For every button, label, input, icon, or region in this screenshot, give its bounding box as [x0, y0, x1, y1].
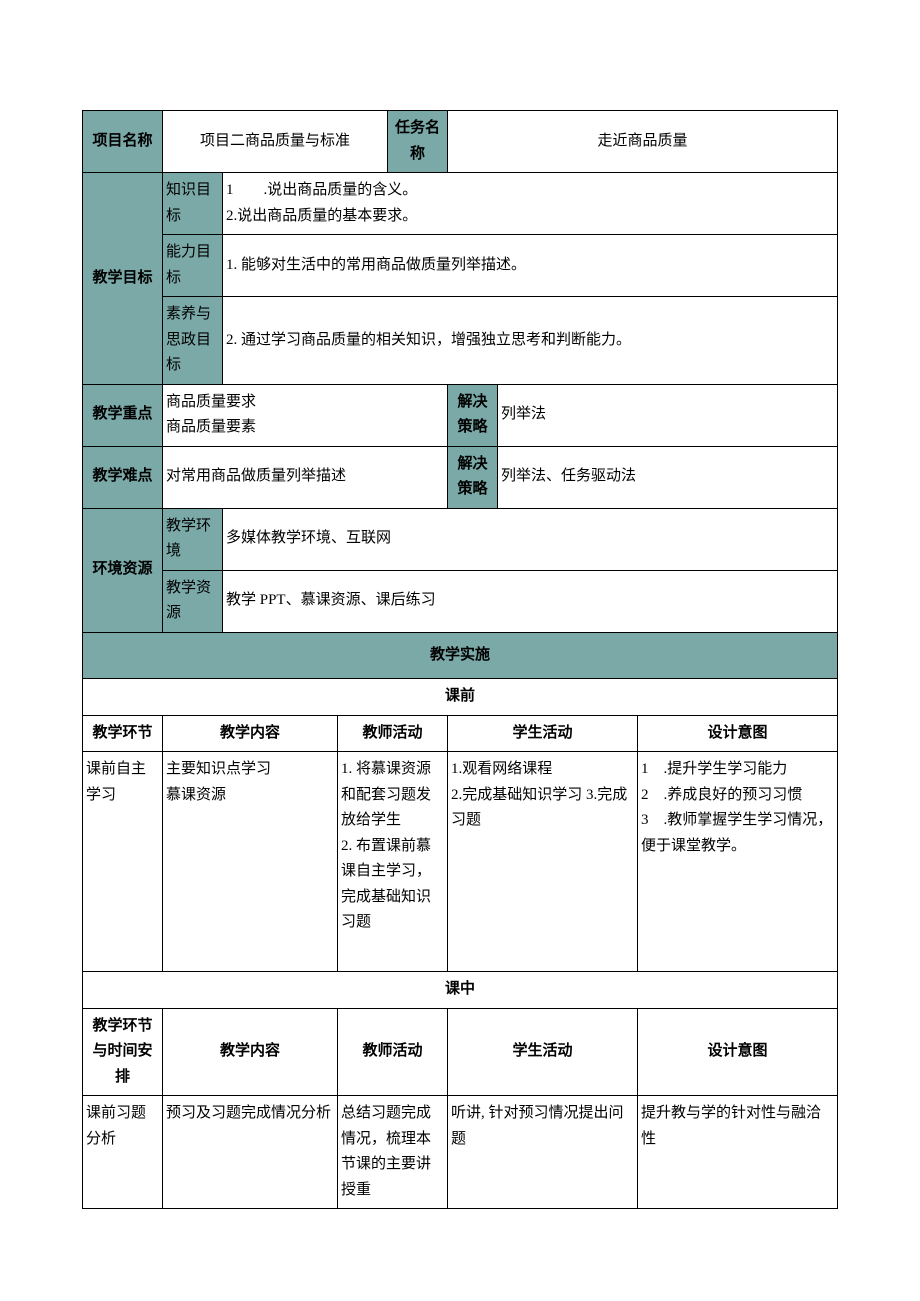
proj-name-label: 项目名称	[83, 111, 163, 173]
inclass-h4: 学生活动	[448, 1008, 638, 1096]
difficulty-strategy-label: 解决策略	[448, 446, 498, 508]
preclass-h3: 教师活动	[338, 715, 448, 752]
preclass-h4: 学生活动	[448, 715, 638, 752]
preclass-h5: 设计意图	[638, 715, 838, 752]
inclass-h5: 设计意图	[638, 1008, 838, 1096]
env-row2-value: 教学 PPT、慕课资源、课后练习	[223, 570, 838, 632]
preclass-title: 课前	[83, 679, 838, 716]
inclass-h2: 教学内容	[163, 1008, 338, 1096]
goals-row1-value: 1 .说出商品质量的含义。2.说出商品质量的基本要求。	[223, 173, 838, 235]
difficulty-value: 对常用商品做质量列举描述	[163, 446, 448, 508]
inclass-h1: 教学环节与时间安排	[83, 1008, 163, 1096]
inclass-c4: 听讲, 针对预习情况提出问题	[448, 1096, 638, 1209]
preclass-c5: 1 .提升学生学习能力2 .养成良好的预习习惯3 .教师掌握学生学习情况，便于课…	[638, 752, 838, 972]
goals-row1-label: 知识目标	[163, 173, 223, 235]
inclass-c2: 预习及习题完成情况分析	[163, 1096, 338, 1209]
lesson-plan-table: 项目名称 项目二商品质量与标准 任务名称 走近商品质量 教学目标 知识目标 1 …	[82, 110, 838, 1209]
goals-label: 教学目标	[83, 173, 163, 385]
difficulty-strategy-value: 列举法、任务驱动法	[498, 446, 838, 508]
env-row1-value: 多媒体教学环境、互联网	[223, 508, 838, 570]
env-row1-label: 教学环境	[163, 508, 223, 570]
difficulty-label: 教学难点	[83, 446, 163, 508]
impl-title: 教学实施	[83, 632, 838, 679]
keypoint-strategy-label: 解决策略	[448, 384, 498, 446]
goals-row2-value: 1. 能够对生活中的常用商品做质量列举描述。	[223, 235, 838, 297]
preclass-c4: 1.观看网络课程2.完成基础知识学习 3.完成习题	[448, 752, 638, 972]
env-label: 环境资源	[83, 508, 163, 632]
inclass-h3: 教师活动	[338, 1008, 448, 1096]
preclass-c2: 主要知识点学习慕课资源	[163, 752, 338, 972]
goals-row3-value: 2. 通过学习商品质量的相关知识，增强独立思考和判断能力。	[223, 297, 838, 385]
inclass-c3: 总结习题完成情况，梳理本节课的主要讲授重	[338, 1096, 448, 1209]
task-name-value: 走近商品质量	[448, 111, 838, 173]
goals-row2-label: 能力目标	[163, 235, 223, 297]
preclass-c1: 课前自主学习	[83, 752, 163, 972]
keypoint-strategy-value: 列举法	[498, 384, 838, 446]
goals-row3-label: 素养与思政目标	[163, 297, 223, 385]
preclass-c3: 1. 将慕课资源和配套习题发放给学生2. 布置课前慕课自主学习，完成基础知识习题	[338, 752, 448, 972]
task-name-label: 任务名称	[388, 111, 448, 173]
keypoint-value: 商品质量要求商品质量要素	[163, 384, 448, 446]
preclass-h2: 教学内容	[163, 715, 338, 752]
inclass-c5: 提升教与学的针对性与融洽性	[638, 1096, 838, 1209]
preclass-h1: 教学环节	[83, 715, 163, 752]
env-row2-label: 教学资源	[163, 570, 223, 632]
inclass-title: 课中	[83, 972, 838, 1009]
inclass-c1: 课前习题分析	[83, 1096, 163, 1209]
keypoint-label: 教学重点	[83, 384, 163, 446]
proj-name-value: 项目二商品质量与标准	[163, 111, 388, 173]
